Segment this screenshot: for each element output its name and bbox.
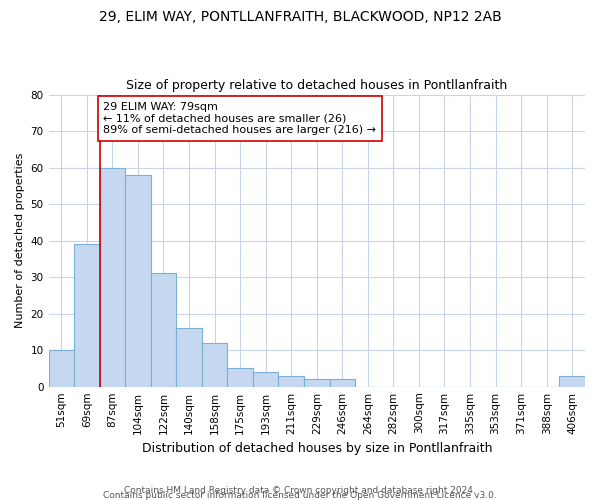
Text: 29, ELIM WAY, PONTLLANFRAITH, BLACKWOOD, NP12 2AB: 29, ELIM WAY, PONTLLANFRAITH, BLACKWOOD,… (98, 10, 502, 24)
Bar (151, 274, 176, 386)
Bar (125, 175, 151, 386)
Title: Size of property relative to detached houses in Pontllanfraith: Size of property relative to detached ho… (126, 79, 508, 92)
Bar (49, 350, 74, 387)
Bar (74, 244, 100, 386)
Text: Contains HM Land Registry data © Crown copyright and database right 2024.: Contains HM Land Registry data © Crown c… (124, 486, 476, 495)
Bar (559, 376, 585, 386)
Bar (329, 380, 355, 386)
Bar (100, 168, 125, 386)
Bar (304, 380, 329, 386)
Bar (176, 328, 202, 386)
Bar (253, 372, 278, 386)
Text: 29 ELIM WAY: 79sqm
← 11% of detached houses are smaller (26)
89% of semi-detache: 29 ELIM WAY: 79sqm ← 11% of detached hou… (103, 102, 376, 135)
Bar (202, 343, 227, 386)
Y-axis label: Number of detached properties: Number of detached properties (15, 153, 25, 328)
X-axis label: Distribution of detached houses by size in Pontllanfraith: Distribution of detached houses by size … (142, 442, 492, 455)
Bar (227, 368, 253, 386)
Text: Contains public sector information licensed under the Open Government Licence v3: Contains public sector information licen… (103, 490, 497, 500)
Bar (278, 376, 304, 386)
